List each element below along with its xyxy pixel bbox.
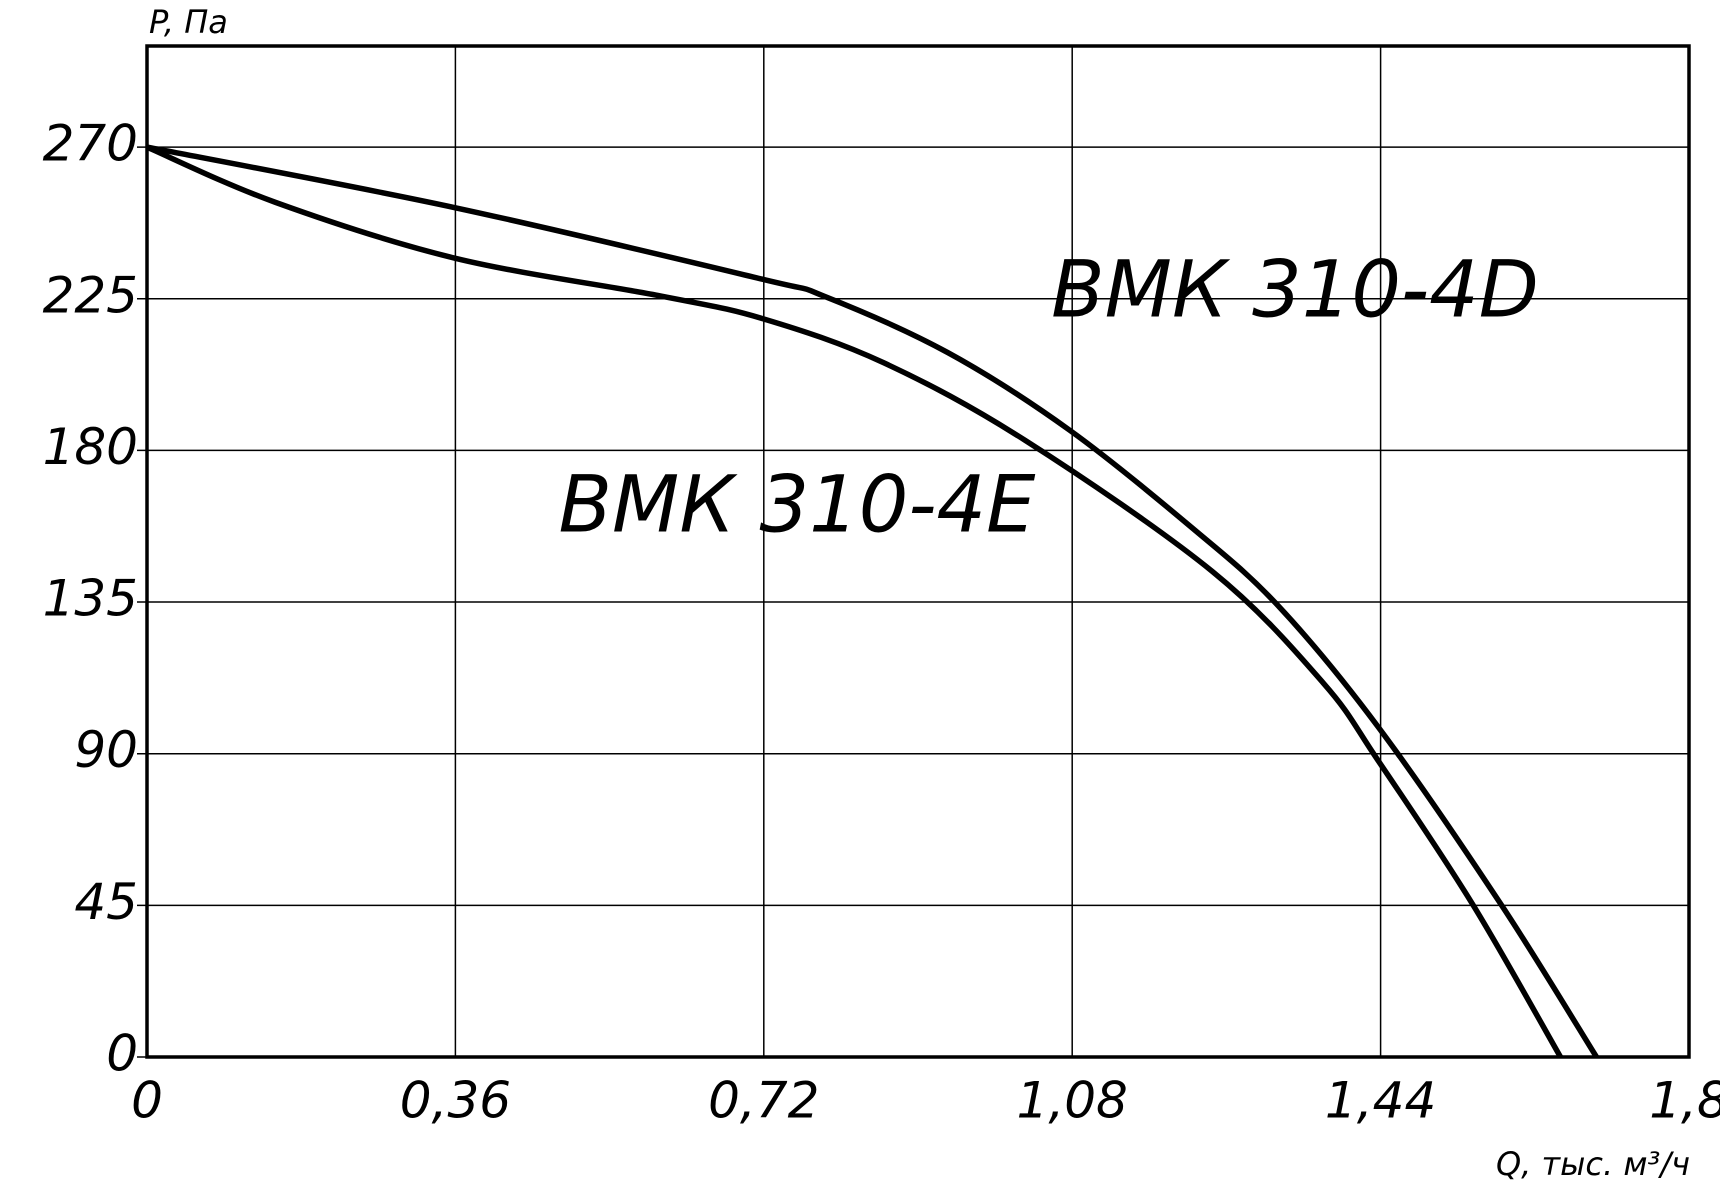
x-tick-label: 1,8 xyxy=(1649,1072,1720,1130)
x-tick-label: 1,08 xyxy=(1017,1072,1128,1130)
y-tick-label: 90 xyxy=(74,721,138,779)
y-tick-label: 180 xyxy=(43,418,138,476)
x-tick-label: 0,36 xyxy=(400,1072,511,1130)
x-tick-label: 0 xyxy=(131,1072,163,1130)
y-tick-label: 0 xyxy=(106,1025,138,1083)
x-tick-label: 1,44 xyxy=(1325,1072,1436,1130)
y-tick-label: 45 xyxy=(74,873,138,931)
plot-frame xyxy=(145,44,1691,1059)
curve xyxy=(146,144,1599,1059)
x-axis-title: Q, тыс. м³/ч xyxy=(1496,1145,1690,1183)
y-tick-label: 135 xyxy=(43,570,138,628)
y-tick-label: 270 xyxy=(43,115,138,173)
curve xyxy=(145,144,1563,1059)
y-tick-label: 225 xyxy=(43,266,138,324)
series-label: ВМК 310-4D xyxy=(1051,245,1539,335)
series-label: ВМК 310-4E xyxy=(559,460,1037,550)
y-axis-title: P, Па xyxy=(149,3,228,41)
x-tick-label: 0,72 xyxy=(708,1072,819,1130)
